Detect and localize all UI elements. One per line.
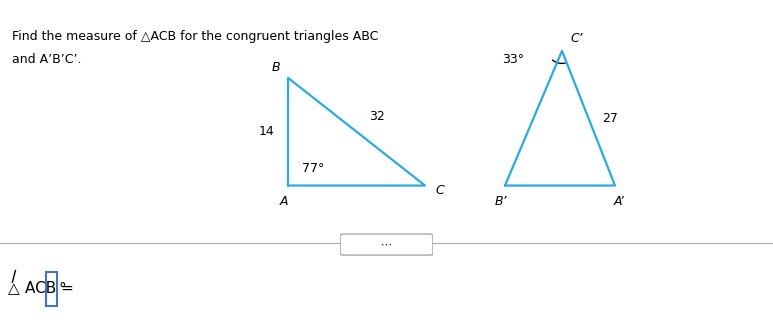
Text: °: °: [59, 281, 66, 296]
Text: C: C: [435, 185, 444, 197]
Text: 77°: 77°: [302, 162, 325, 175]
FancyBboxPatch shape: [46, 272, 57, 306]
Text: B: B: [271, 61, 281, 74]
Text: 32: 32: [369, 110, 384, 123]
Text: A’: A’: [614, 195, 625, 207]
Text: 14: 14: [258, 125, 274, 138]
Text: 33°: 33°: [502, 53, 524, 66]
Text: A: A: [280, 195, 288, 207]
Text: ACB =: ACB =: [25, 281, 73, 296]
Text: 27: 27: [602, 112, 618, 125]
Text: △: △: [8, 281, 20, 296]
Text: ⋯: ⋯: [381, 240, 392, 250]
Text: C’: C’: [570, 32, 583, 46]
Text: B’: B’: [495, 195, 507, 207]
FancyBboxPatch shape: [340, 234, 433, 255]
Text: and A’B’C’.: and A’B’C’.: [12, 53, 81, 66]
Text: Find the measure of △ACB for the congruent triangles ABC: Find the measure of △ACB for the congrue…: [12, 30, 378, 43]
